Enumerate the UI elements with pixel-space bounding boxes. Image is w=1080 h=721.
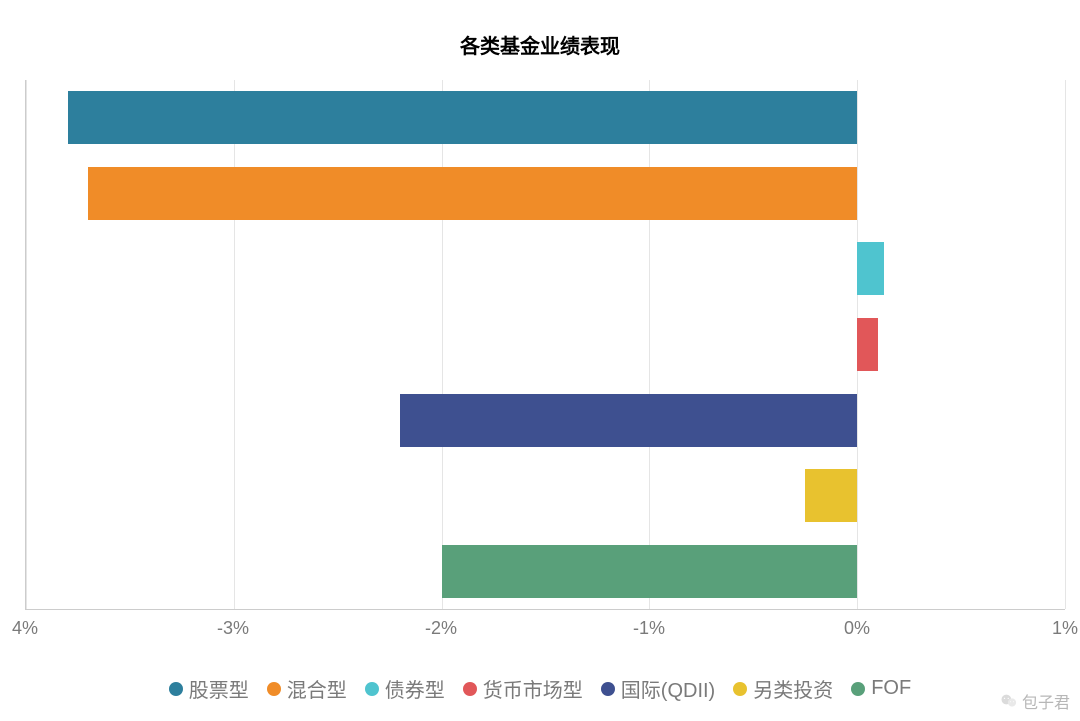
grid-line (234, 80, 235, 609)
wechat-icon (1000, 692, 1018, 710)
legend-marker (463, 682, 477, 696)
bar-6 (442, 545, 858, 598)
legend-label: FOF (871, 677, 911, 700)
grid-line (1065, 80, 1066, 609)
legend-label: 另类投资 (753, 674, 833, 703)
legend-label: 债券型 (385, 674, 445, 703)
x-tick-label: 1% (1052, 618, 1078, 639)
grid-line (26, 80, 27, 609)
legend-item: 混合型 (267, 674, 347, 703)
legend-item: 国际(QDII) (601, 674, 715, 703)
legend-marker (851, 682, 865, 696)
bar-4 (400, 394, 857, 447)
watermark-text: 包子君 (1022, 689, 1070, 713)
legend-marker (601, 682, 615, 696)
legend-marker (267, 682, 281, 696)
legend-marker (365, 682, 379, 696)
legend-item: FOF (851, 677, 911, 700)
legend-item: 股票型 (169, 674, 249, 703)
x-tick-label: 4% (12, 618, 38, 639)
x-tick-label: 0% (844, 618, 870, 639)
plot-area (25, 80, 1065, 610)
x-tick-label: -3% (217, 618, 249, 639)
legend-label: 国际(QDII) (621, 674, 715, 703)
fund-performance-chart: 各类基金业绩表现 4% -3% -2% -1% 0% 1% 股票型 混合型 债券型 货币市场型 国… (0, 0, 1080, 721)
legend-label: 货币市场型 (483, 674, 583, 703)
grid-line (649, 80, 650, 609)
x-tick-label: -1% (633, 618, 665, 639)
bar-1 (88, 167, 857, 220)
bar-3 (857, 318, 878, 371)
x-tick-label: -2% (425, 618, 457, 639)
legend-label: 股票型 (189, 674, 249, 703)
bar-5 (805, 469, 857, 522)
watermark: 包子君 (1000, 689, 1070, 713)
bar-0 (68, 91, 858, 144)
legend-marker (733, 682, 747, 696)
legend-item: 债券型 (365, 674, 445, 703)
legend-marker (169, 682, 183, 696)
legend-item: 另类投资 (733, 674, 833, 703)
bar-2 (857, 242, 884, 295)
legend-item: 货币市场型 (463, 674, 583, 703)
legend: 股票型 混合型 债券型 货币市场型 国际(QDII) 另类投资 FOF (0, 674, 1080, 703)
legend-label: 混合型 (287, 674, 347, 703)
grid-line (442, 80, 443, 609)
chart-title: 各类基金业绩表现 (0, 30, 1080, 59)
